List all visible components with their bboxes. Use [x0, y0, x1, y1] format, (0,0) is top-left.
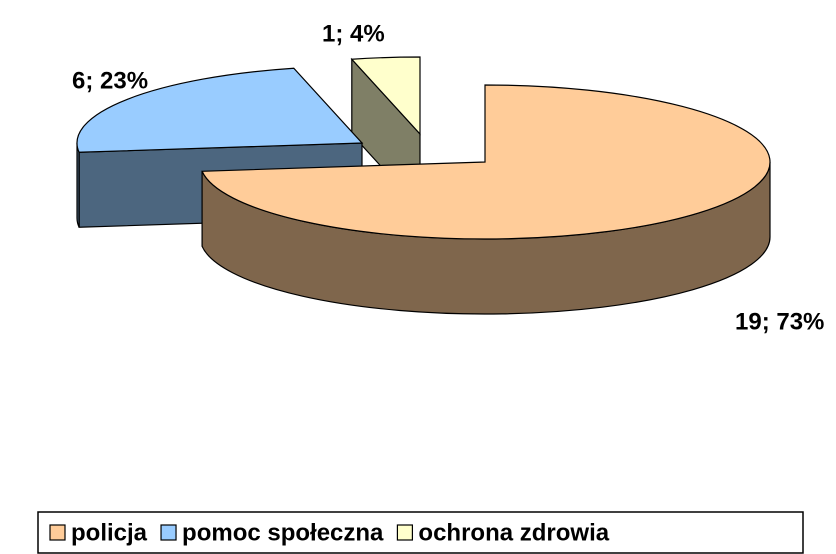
data-label: 1; 4% [322, 20, 385, 47]
slice-top [201, 84, 771, 240]
legend-label: policja [71, 519, 148, 546]
legend-swatch [396, 524, 414, 541]
data-label: 6; 23% [72, 67, 148, 94]
slice-top [350, 56, 421, 136]
slice-rim [76, 142, 80, 228]
data-label: 19; 73% [735, 308, 824, 335]
legend-swatch [49, 524, 66, 541]
legend-swatch [160, 524, 177, 541]
legend-label: pomoc społeczna [182, 519, 384, 546]
slice-top [76, 67, 364, 153]
legend-label: ochrona zdrowia [418, 519, 609, 546]
